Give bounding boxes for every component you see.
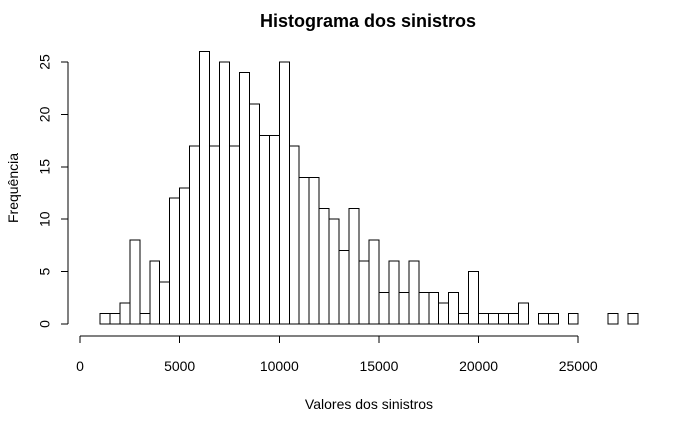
histogram-bar xyxy=(517,302,529,325)
histogram-bar xyxy=(498,313,509,325)
histogram-bars xyxy=(99,51,639,325)
histogram-bar xyxy=(478,313,490,325)
histogram-bar xyxy=(488,313,500,325)
histogram-bar xyxy=(418,292,430,325)
y-tick-label: 20 xyxy=(37,106,53,122)
histogram-bar xyxy=(298,176,310,325)
histogram-bar xyxy=(328,218,340,325)
histogram-bar xyxy=(428,292,440,325)
histogram-bar xyxy=(468,271,480,325)
histogram-bar xyxy=(159,281,171,325)
histogram-bar xyxy=(129,239,141,325)
histogram-bar xyxy=(258,134,270,325)
histogram-bar xyxy=(228,145,240,325)
y-tick-label: 0 xyxy=(37,320,53,328)
histogram-bar xyxy=(238,71,250,325)
histogram-bar xyxy=(119,302,131,325)
histogram-bar xyxy=(109,313,121,325)
y-axis-ticks: 0 5 10 15 20 25 xyxy=(37,54,68,328)
y-tick-label: 10 xyxy=(37,211,53,227)
histogram-bar xyxy=(169,197,181,325)
x-tick-label: 20000 xyxy=(459,358,498,374)
histogram-bar xyxy=(179,187,191,325)
y-axis-label: Frequência xyxy=(5,153,21,223)
histogram-bar xyxy=(388,260,400,325)
histogram-bar xyxy=(338,250,350,325)
histogram-bar xyxy=(547,313,559,325)
histogram-bar xyxy=(149,260,161,325)
histogram-bar xyxy=(268,134,280,325)
x-tick-label: 25000 xyxy=(559,358,598,374)
x-axis-ticks: 0 5000 10000 15000 20000 25000 xyxy=(76,336,598,374)
histogram-bar xyxy=(507,313,519,325)
histogram-bar xyxy=(99,313,111,325)
histogram-bar xyxy=(368,239,380,325)
histogram-bar xyxy=(308,176,320,325)
histogram-bar xyxy=(378,292,390,325)
y-tick-label: 15 xyxy=(37,159,53,175)
histogram-bar xyxy=(219,61,230,325)
y-tick-label: 25 xyxy=(37,54,53,70)
x-tick-label: 0 xyxy=(76,358,84,374)
chart-title: Histograma dos sinistros xyxy=(260,11,476,31)
x-tick-label: 5000 xyxy=(164,358,195,374)
x-tick-label: 15000 xyxy=(359,358,398,374)
histogram-bar xyxy=(348,208,360,325)
histogram-bar xyxy=(398,292,410,325)
histogram-bar xyxy=(448,292,460,325)
histogram-bar xyxy=(567,313,579,325)
x-axis-label: Valores dos sinistros xyxy=(305,396,433,412)
histogram-bar xyxy=(537,313,549,325)
histogram-bar xyxy=(358,260,370,325)
histogram-bar xyxy=(458,313,470,325)
histogram-bar xyxy=(248,103,260,325)
histogram-bar xyxy=(139,313,151,325)
histogram-bar xyxy=(199,51,211,325)
histogram-bar xyxy=(288,145,300,325)
histogram-bar xyxy=(607,313,619,325)
y-tick-label: 5 xyxy=(37,267,53,275)
histogram-bar xyxy=(438,302,450,325)
histogram-bar xyxy=(209,145,220,325)
histogram-bar xyxy=(408,260,420,325)
x-tick-label: 10000 xyxy=(260,358,299,374)
histogram-bar xyxy=(318,208,330,325)
histogram-bar xyxy=(627,313,639,325)
histogram-bar xyxy=(189,145,201,325)
histogram-bar xyxy=(278,61,290,325)
